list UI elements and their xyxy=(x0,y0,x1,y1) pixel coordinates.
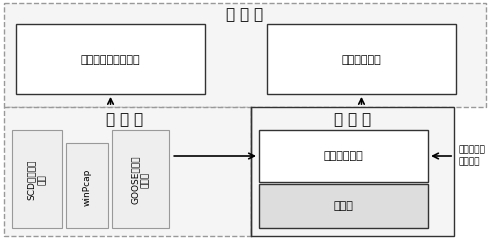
Bar xyxy=(66,143,108,228)
Text: 开关场设备图形驱动: 开关场设备图形驱动 xyxy=(81,55,140,65)
Text: SCD文件解析
模块: SCD文件解析 模块 xyxy=(27,160,47,200)
Bar xyxy=(259,130,428,182)
Text: GOOSE报文收
发驱动: GOOSE报文收 发驱动 xyxy=(131,156,150,204)
Text: 比较分析模块: 比较分析模块 xyxy=(324,151,364,161)
Text: 报告自动生成: 报告自动生成 xyxy=(341,55,381,65)
Bar xyxy=(4,3,486,107)
Bar xyxy=(259,184,428,228)
Bar xyxy=(112,130,169,228)
Text: winPcap: winPcap xyxy=(82,168,91,206)
Text: 数 据 层: 数 据 层 xyxy=(106,113,143,127)
Bar xyxy=(4,107,251,236)
Bar xyxy=(16,24,205,94)
Text: 测控返回的
逻辑结果: 测控返回的 逻辑结果 xyxy=(458,146,485,166)
Bar xyxy=(251,107,454,236)
Text: 标准库: 标准库 xyxy=(334,201,353,211)
Bar xyxy=(267,24,456,94)
Bar xyxy=(12,130,62,228)
Text: 表 现 层: 表 现 层 xyxy=(226,7,264,22)
Text: 业 务 层: 业 务 层 xyxy=(334,113,371,127)
